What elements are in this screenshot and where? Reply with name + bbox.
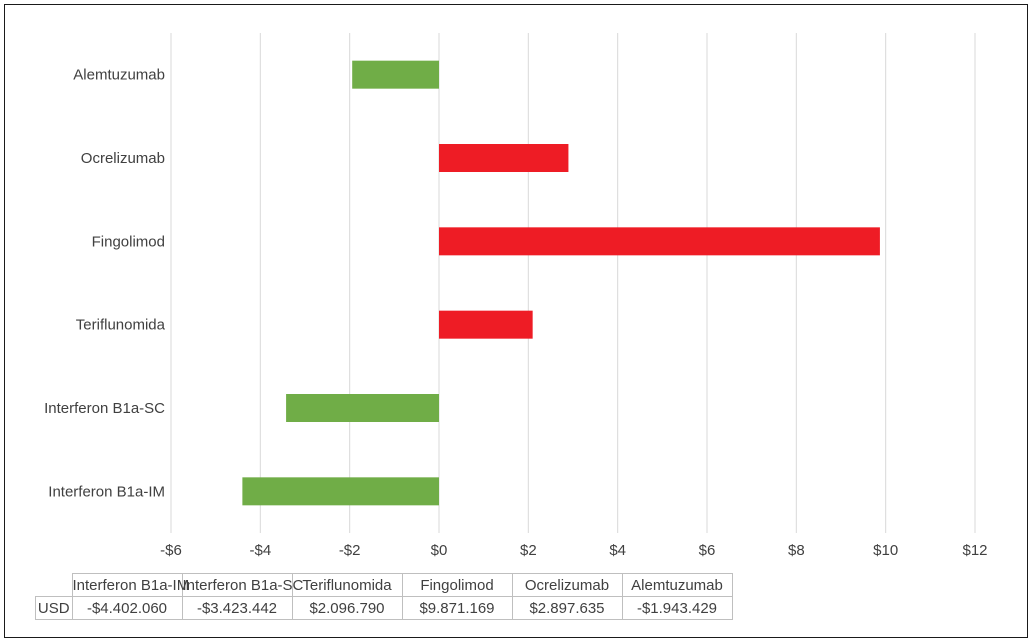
table-header-cell: Interferon B1a-IM <box>71 573 189 597</box>
table-value-cell: -$3.423.442 <box>181 596 293 620</box>
bar <box>286 394 439 422</box>
table-header-cell: Fingolimod <box>401 573 513 597</box>
x-tick-label: $2 <box>520 542 537 559</box>
table-value-cell: $2.897.635 <box>511 596 623 620</box>
table-value-cell: -$4.402.060 <box>71 596 183 620</box>
table-corner-cell <box>35 573 73 597</box>
x-tick-label: $0 <box>431 542 448 559</box>
x-tick-label: -$6 <box>160 542 182 559</box>
chart-frame: Alemtuzumab Ocrelizumab Fingolimod Teriflun… <box>4 4 1028 638</box>
x-tick-label: $6 <box>699 542 716 559</box>
category-label: Alemtuzumab <box>73 67 165 84</box>
bar-chart: Alemtuzumab Ocrelizumab Fingolimod Teriflun… <box>44 33 988 559</box>
x-tick-label: -$2 <box>339 542 361 559</box>
x-tick-label: -$4 <box>249 542 271 559</box>
table-header-cell: Alemtuzumab <box>621 573 733 597</box>
table-value-cell: $2.096.790 <box>291 596 403 620</box>
x-tick-label: $4 <box>609 542 626 559</box>
bar <box>439 310 533 339</box>
table-row-label: USD <box>35 596 73 620</box>
category-label: Interferon B1a-SC <box>44 400 165 417</box>
bar <box>439 144 569 172</box>
x-tick-label: $10 <box>873 542 898 559</box>
bar <box>439 227 880 256</box>
table-header-cell: Interferon B1a-SC <box>181 573 303 597</box>
gridlines <box>170 33 976 533</box>
category-label: Ocrelizumab <box>81 150 165 167</box>
category-label: Fingolimod <box>92 233 165 250</box>
table-value-cell: $9.871.169 <box>401 596 513 620</box>
x-axis-ticks: -$6 -$4 -$2 $0 $2 $4 $6 $8 $10 $12 <box>160 542 987 559</box>
data-table: Interferon B1a-IM Interferon B1a-SC Teri… <box>35 573 733 620</box>
table-value-cell: -$1.943.429 <box>621 596 733 620</box>
category-label: Teriflunomida <box>76 317 166 334</box>
table-row: USD -$4.402.060 -$3.423.442 $2.096.790 $… <box>35 596 733 620</box>
table-header-cell: Teriflunomida <box>291 573 403 597</box>
table-header-cell: Ocrelizumab <box>511 573 623 597</box>
category-label: Interferon B1a-IM <box>48 483 165 500</box>
bar <box>242 477 439 506</box>
bar <box>352 60 439 89</box>
x-tick-label: $8 <box>788 542 805 559</box>
bars <box>242 60 880 506</box>
category-labels: Alemtuzumab Ocrelizumab Fingolimod Teriflun… <box>44 67 166 501</box>
table-header-row: Interferon B1a-IM Interferon B1a-SC Teri… <box>35 573 733 597</box>
x-tick-label: $12 <box>962 542 987 559</box>
